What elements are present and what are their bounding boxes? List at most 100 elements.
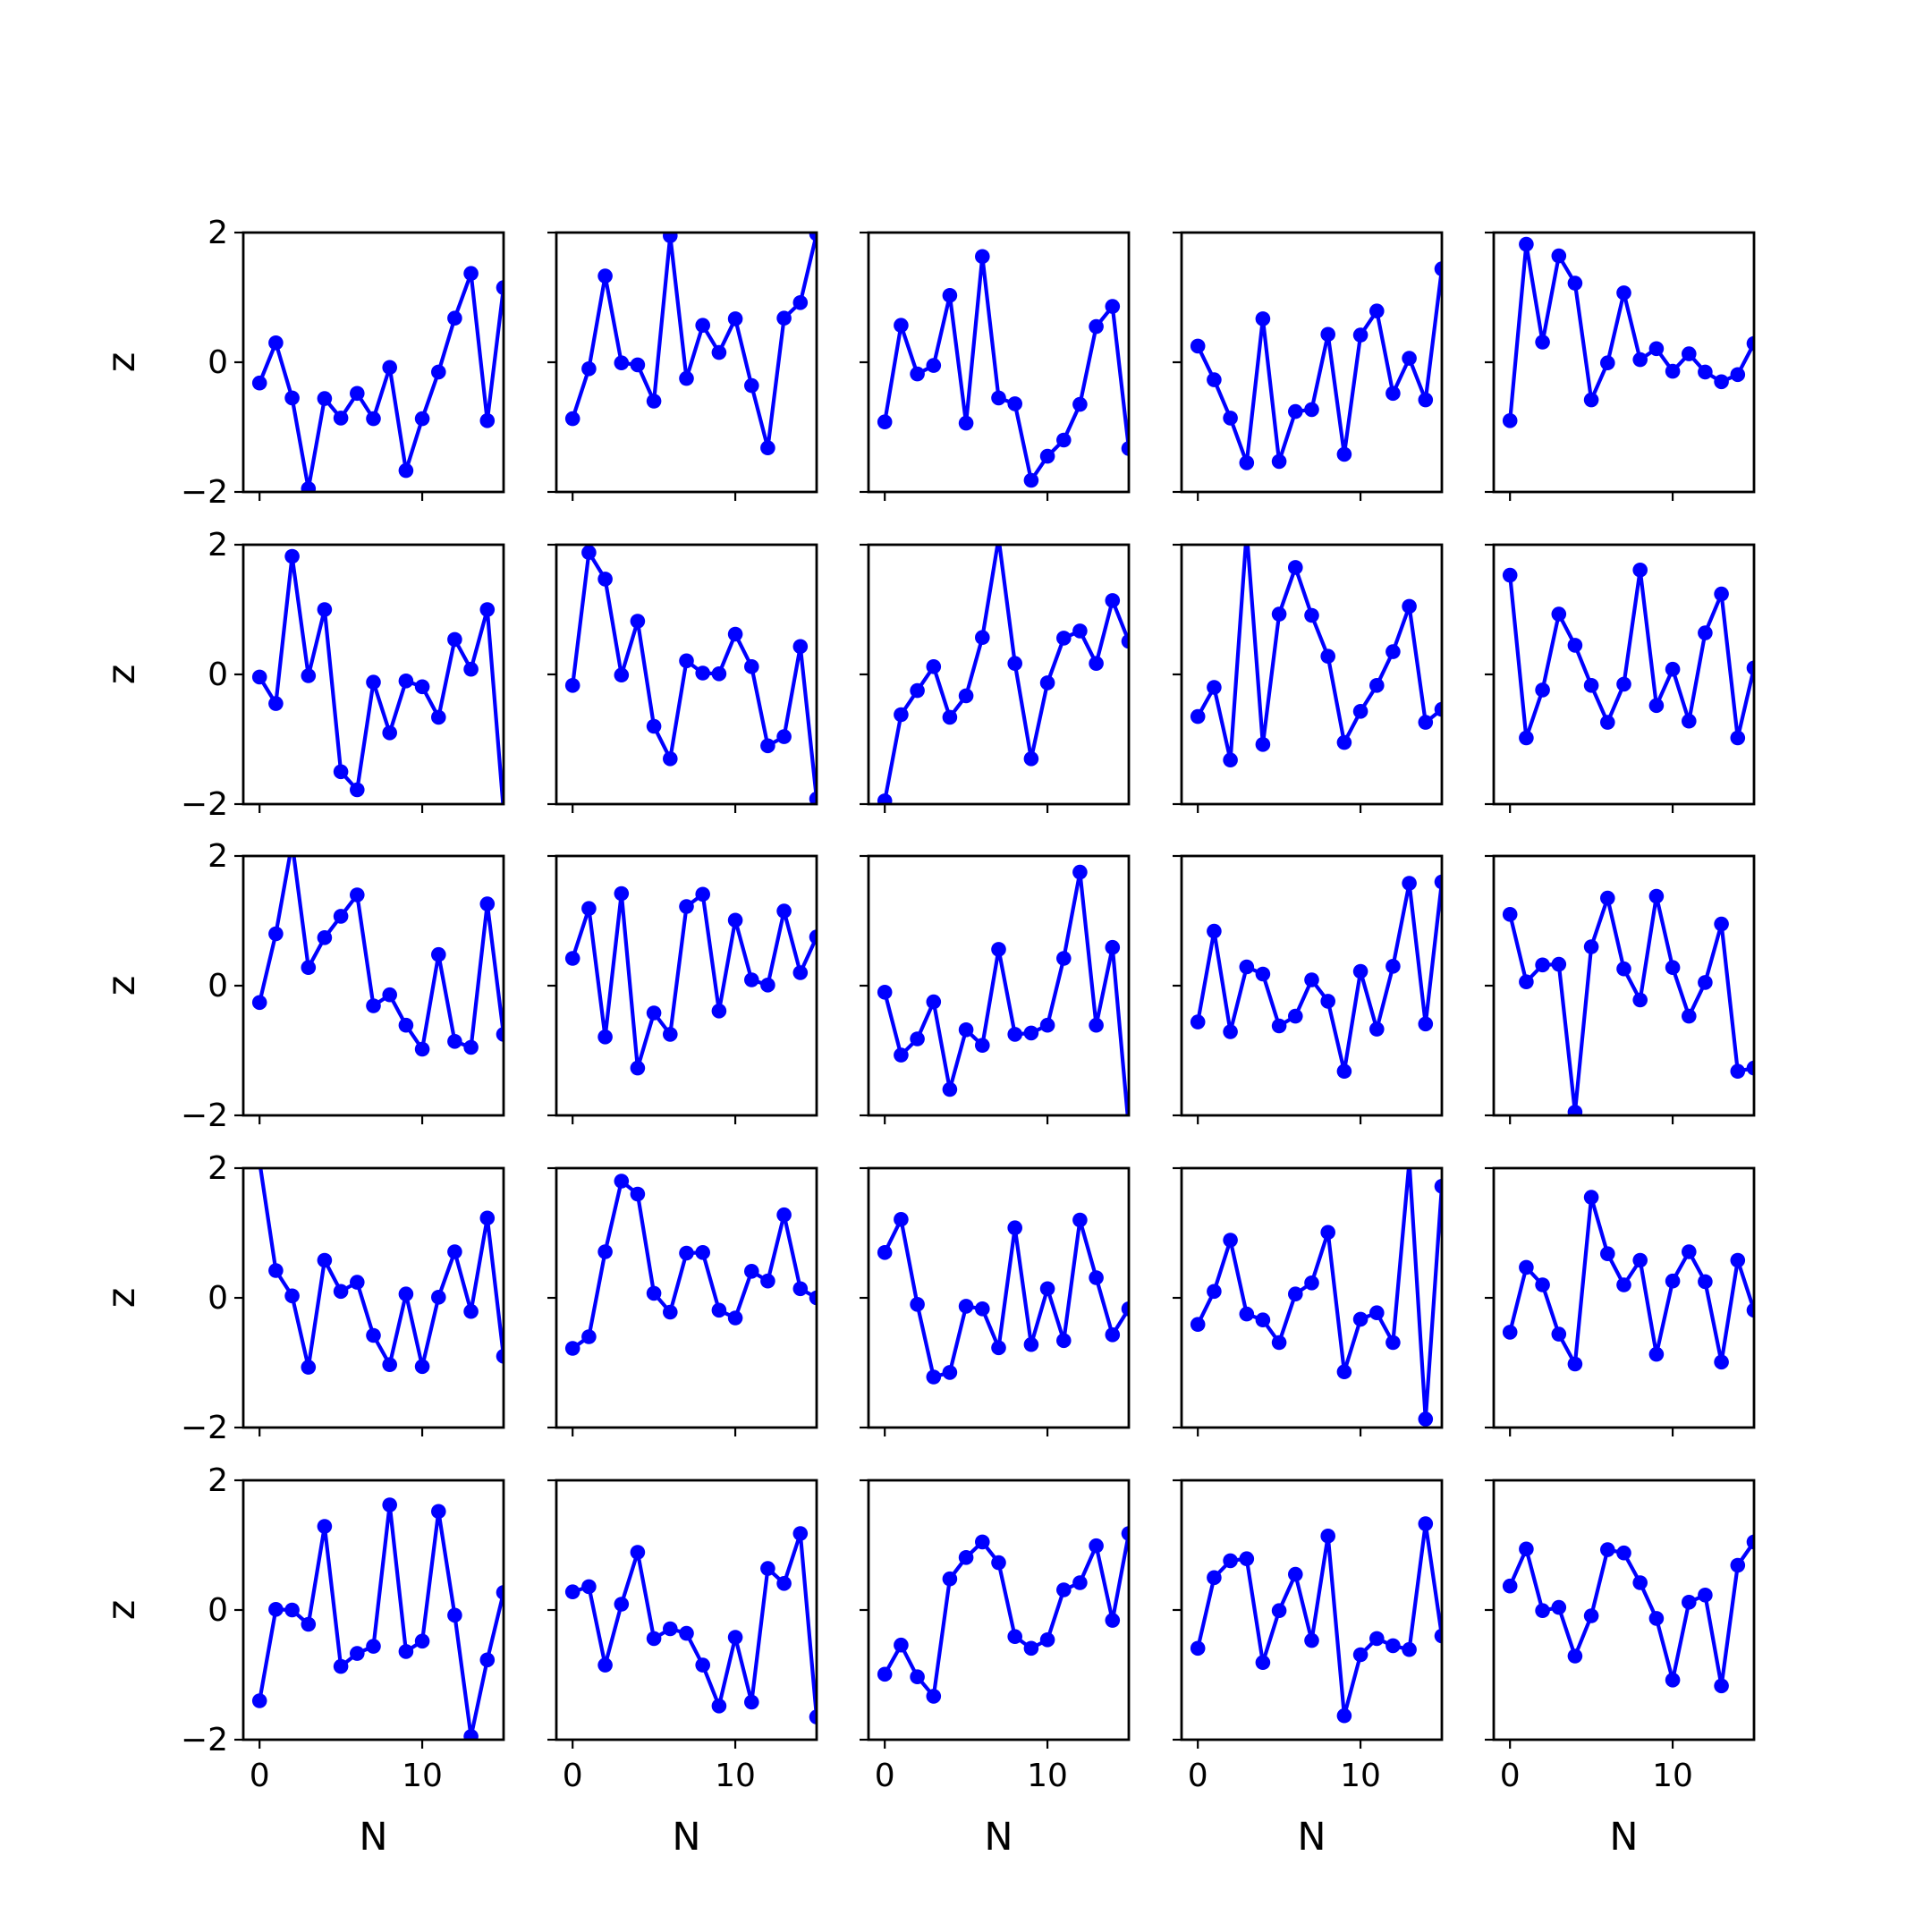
data-point — [581, 1579, 597, 1595]
data-point — [1746, 1060, 1754, 1076]
data-point — [679, 1245, 694, 1261]
data-point — [301, 960, 317, 975]
data-point — [1519, 730, 1534, 746]
data-point — [1434, 701, 1442, 717]
data-point — [1567, 638, 1583, 653]
data-point — [447, 1244, 462, 1259]
data-point — [975, 1534, 990, 1550]
data-point — [1007, 1629, 1022, 1644]
data-point — [926, 1689, 942, 1704]
data-point — [366, 674, 381, 690]
series-line — [883, 1217, 1129, 1379]
series-group — [1502, 236, 1754, 428]
series-line — [1508, 242, 1754, 421]
data-point — [496, 1349, 504, 1364]
data-point — [1567, 1356, 1583, 1372]
data-point — [251, 1693, 267, 1708]
data-point — [1434, 874, 1442, 890]
data-point — [1239, 1551, 1255, 1566]
data-point — [1207, 372, 1222, 387]
data-point — [695, 886, 710, 902]
data-point — [776, 310, 792, 326]
data-point — [1089, 656, 1104, 671]
series-line — [1508, 568, 1754, 741]
data-point — [1105, 1613, 1121, 1628]
data-point — [1648, 888, 1665, 904]
data-point — [809, 929, 817, 945]
data-point — [1682, 1008, 1697, 1024]
series-line — [571, 550, 817, 800]
data-point — [910, 1031, 925, 1046]
series-group — [1190, 874, 1442, 1079]
data-point — [663, 1621, 678, 1637]
x-axis-label: N — [984, 1815, 1013, 1860]
data-point — [1402, 598, 1417, 614]
series-line — [258, 271, 504, 491]
data-point — [1105, 939, 1121, 955]
data-point — [942, 1571, 958, 1587]
data-point — [975, 1301, 990, 1317]
x-tick-label: 10 — [1027, 1758, 1068, 1794]
data-point — [926, 358, 942, 373]
x-tick-label: 10 — [715, 1758, 756, 1794]
data-point — [1223, 1233, 1238, 1248]
data-point — [1121, 633, 1129, 649]
data-point — [1385, 1335, 1401, 1351]
data-point — [711, 1699, 727, 1714]
data-point — [792, 1526, 809, 1541]
series-line — [1508, 1540, 1754, 1688]
data-point — [1434, 1628, 1442, 1644]
data-point — [744, 1694, 759, 1710]
data-point — [1632, 992, 1648, 1008]
data-point — [630, 614, 646, 629]
data-point — [382, 725, 398, 741]
data-point — [695, 1245, 710, 1260]
data-point — [1320, 994, 1335, 1009]
series-line — [1196, 1168, 1442, 1421]
data-point — [317, 930, 333, 945]
data-point — [1223, 411, 1238, 426]
data-point — [1535, 1603, 1550, 1618]
data-point — [496, 280, 504, 295]
data-point — [663, 1304, 678, 1320]
data-point — [695, 318, 710, 334]
data-point — [1616, 1545, 1631, 1561]
series-line — [1196, 1521, 1442, 1718]
data-point — [1352, 1311, 1368, 1327]
data-point — [1271, 1335, 1287, 1351]
subplot-r5-c3: 0 10 N — [860, 1479, 1131, 1860]
data-point — [366, 998, 381, 1013]
data-point — [1600, 1542, 1615, 1557]
data-point — [711, 666, 727, 682]
data-point — [1551, 606, 1567, 622]
data-point — [1502, 1578, 1518, 1594]
data-point — [1288, 403, 1303, 419]
data-point — [1535, 335, 1550, 350]
series-group — [1190, 261, 1442, 470]
data-point — [1648, 1611, 1665, 1626]
data-point — [1730, 1063, 1746, 1079]
data-point — [1369, 1021, 1385, 1037]
data-point — [646, 1005, 662, 1021]
subplot-grid: −2 0 2 z −2 0 2 z −2 0 2 z −2 0 2 z −2 0 2 0 10 z N 0 10 N 0 10 N 0 10… — [99, 215, 1756, 1860]
data-point — [1271, 1018, 1287, 1034]
data-point — [1304, 402, 1319, 418]
y-axis-label: z — [99, 665, 144, 685]
subplot-r3-c1: −2 0 2 z — [99, 838, 505, 1134]
data-point — [431, 709, 446, 725]
data-point — [447, 631, 462, 648]
data-point — [268, 696, 284, 711]
series-group — [251, 548, 504, 804]
data-point — [1600, 1246, 1615, 1261]
data-point — [1304, 607, 1319, 623]
data-point — [1567, 1105, 1583, 1115]
data-point — [1352, 963, 1368, 979]
data-point — [1698, 364, 1713, 380]
data-point — [1698, 1588, 1713, 1603]
data-point — [1039, 1017, 1055, 1033]
data-point — [1385, 644, 1401, 659]
data-point — [597, 1030, 613, 1045]
data-point — [646, 718, 662, 734]
data-point — [1632, 1575, 1648, 1590]
data-point — [414, 1633, 430, 1649]
